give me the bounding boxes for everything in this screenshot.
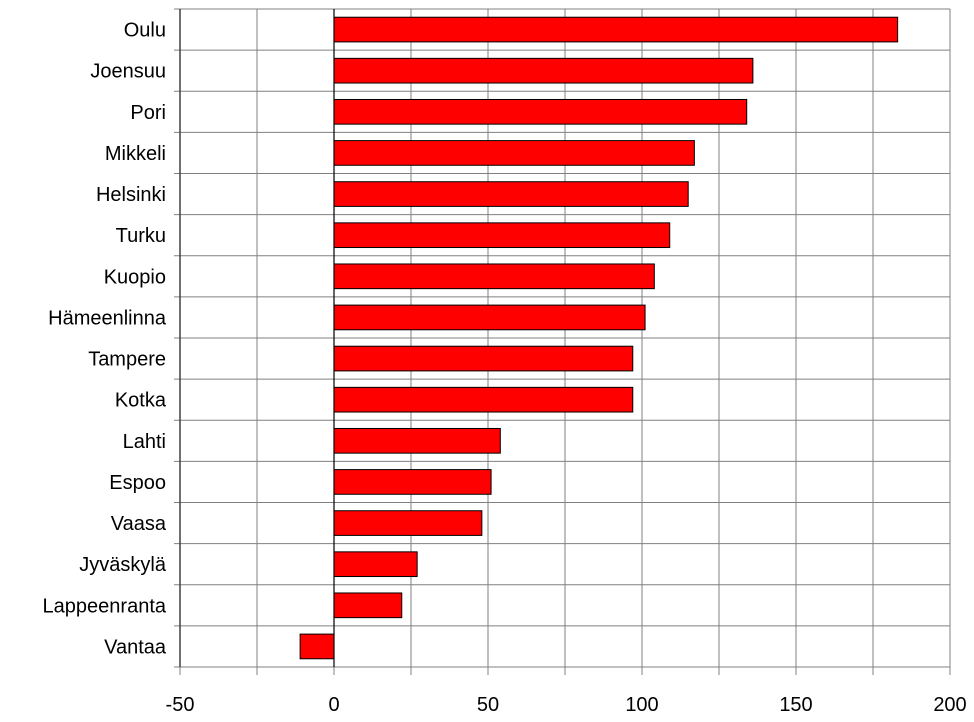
x-tick-label: 200	[933, 694, 966, 716]
bar-lappeenranta	[333, 592, 403, 619]
bar-kuopio	[333, 263, 655, 290]
bar-vaasa	[333, 510, 483, 536]
category-label: Vantaa	[104, 636, 167, 658]
category-label: Espoo	[109, 472, 166, 494]
bar-jyv-skyl-	[333, 551, 418, 578]
category-label: Lahti	[123, 431, 166, 453]
x-tick-label: 100	[625, 694, 658, 716]
category-label: Turku	[116, 225, 166, 247]
x-tick-label: 50	[477, 694, 499, 716]
bar-oulu	[333, 16, 899, 43]
category-label: Helsinki	[96, 184, 166, 206]
category-labels: Oulu Joensuu Pori Mikkeli Helsinki Turku Kuopi…	[43, 20, 167, 659]
x-tick-labels: -50 0 50 100 150 200	[166, 694, 967, 716]
bar-joensuu	[333, 57, 754, 84]
bar-mikkeli	[333, 140, 695, 166]
category-label: Tampere	[88, 349, 166, 371]
category-label: Joensuu	[90, 61, 166, 83]
x-tick-label: 150	[779, 694, 812, 716]
category-label: Oulu	[124, 20, 166, 42]
category-label: Vaasa	[111, 513, 167, 535]
category-label: Lappeenranta	[43, 595, 167, 617]
category-label: Mikkeli	[105, 143, 166, 165]
bar-h-meenlinna	[333, 304, 646, 331]
bar-espoo	[333, 469, 492, 495]
bar-helsinki	[333, 181, 689, 207]
category-label: Kuopio	[104, 266, 166, 288]
bar-kotka	[333, 386, 634, 413]
x-tick-label: -50	[166, 694, 195, 716]
bar-pori	[333, 98, 748, 125]
bar-vantaa	[299, 633, 335, 660]
category-label: Jyväskylä	[79, 554, 167, 576]
axes	[179, 9, 335, 667]
bar-lahti	[333, 427, 501, 454]
bar-turku	[333, 222, 671, 249]
bar-tampere	[333, 345, 634, 372]
bars	[299, 16, 899, 660]
category-label: Pori	[130, 102, 166, 124]
category-label: Hämeenlinna	[48, 307, 167, 329]
x-tick-label: 0	[328, 694, 339, 716]
category-label: Kotka	[115, 390, 167, 412]
